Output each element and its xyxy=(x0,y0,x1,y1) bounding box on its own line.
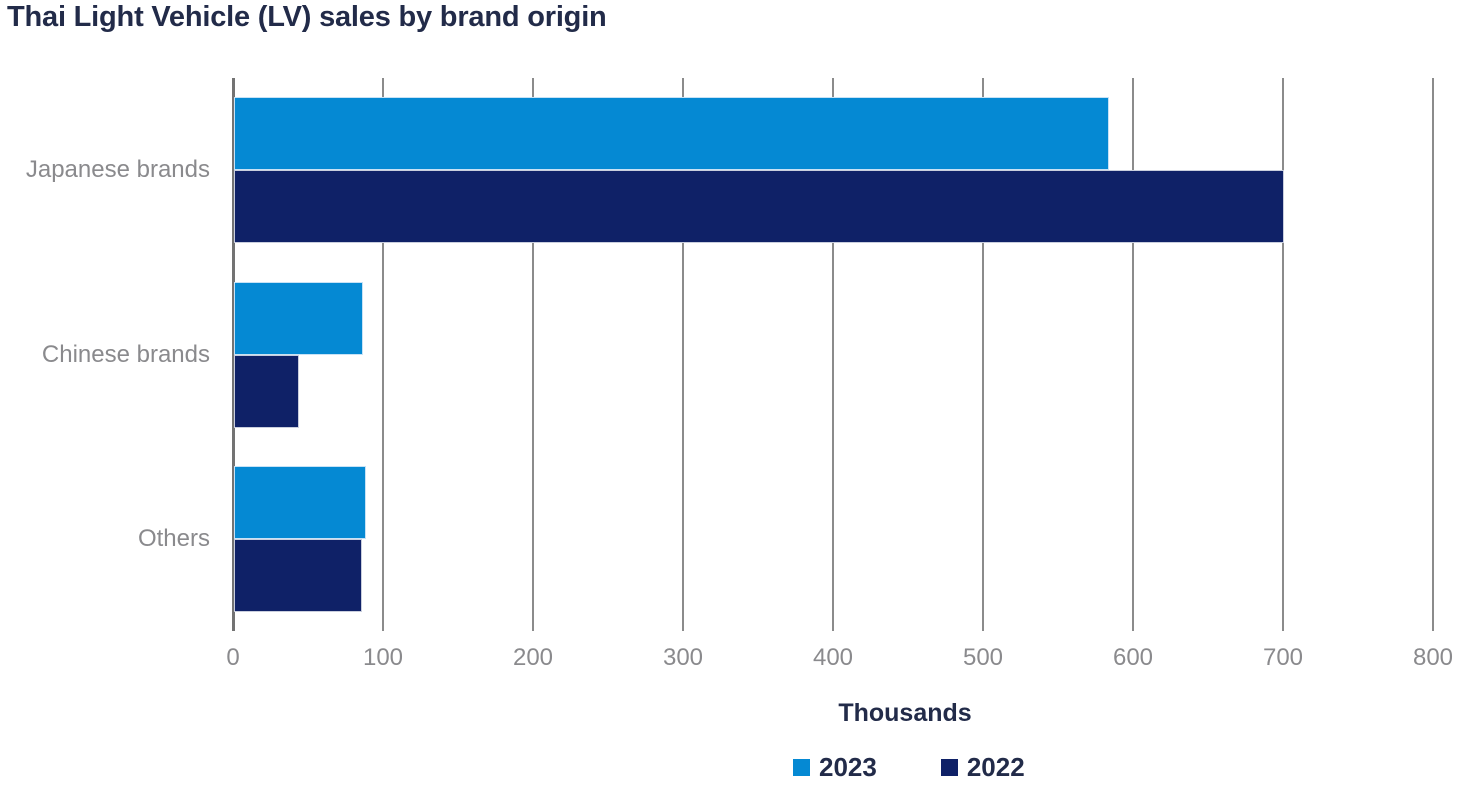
x-tick-label-600: 600 xyxy=(1112,644,1154,671)
gridline-800 xyxy=(1432,78,1434,631)
legend-item-2022: 2022 xyxy=(940,752,1025,782)
gridline-700 xyxy=(1282,78,1284,631)
x-axis-title: Thousands xyxy=(838,699,972,727)
chart-title: Thai Light Vehicle (LV) sales by brand o… xyxy=(7,1,607,33)
bar-2023-japanese-brands xyxy=(234,97,1109,170)
legend-label-2023: 2023 xyxy=(819,752,877,782)
gridline-500 xyxy=(982,78,984,631)
legend: 2023 2022 xyxy=(793,752,1025,782)
x-tick-label-400: 400 xyxy=(812,644,854,671)
bar-2023-chinese-brands xyxy=(234,281,363,355)
legend-item-2023: 2023 xyxy=(793,752,877,782)
category-label-others: Others xyxy=(137,525,210,552)
bar-2022-others xyxy=(234,539,362,612)
y-axis-line xyxy=(231,78,235,631)
gridline-300 xyxy=(682,78,684,631)
legend-label-2022: 2022 xyxy=(966,752,1025,782)
x-tick-label-200: 200 xyxy=(512,644,554,671)
x-tick-label-500: 500 xyxy=(962,644,1004,671)
legend-swatch-2022 xyxy=(940,758,958,776)
category-label-japanese-brands: Japanese brands xyxy=(25,156,210,183)
category-label-chinese-brands: Chinese brands xyxy=(41,340,210,368)
gridline-200 xyxy=(532,78,534,631)
legend-swatch-2023 xyxy=(793,758,810,776)
gridline-100 xyxy=(382,78,384,631)
bar-2022-chinese-brands xyxy=(234,354,299,428)
x-tick-label-800: 800 xyxy=(1412,644,1454,671)
x-tick-label-0: 0 xyxy=(226,644,240,671)
bar-2023-others xyxy=(234,466,366,539)
x-tick-label-700: 700 xyxy=(1262,644,1304,671)
gridline-600 xyxy=(1132,78,1134,631)
gridline-400 xyxy=(832,78,834,631)
bar-2022-japanese-brands xyxy=(234,170,1284,243)
x-tick-label-300: 300 xyxy=(662,644,704,671)
x-tick-label-100: 100 xyxy=(362,644,404,671)
